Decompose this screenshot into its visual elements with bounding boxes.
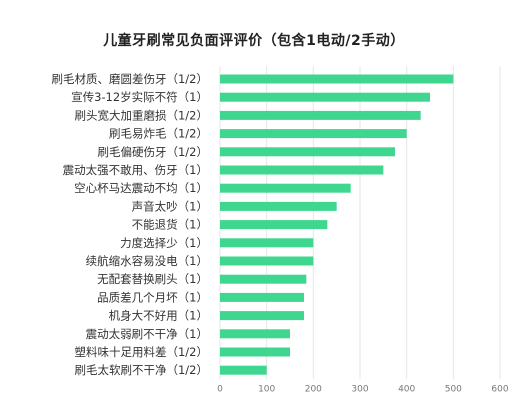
category-label: 刷毛材质、磨圆差伤牙（1/2）: [51, 72, 208, 86]
bar: [220, 165, 384, 175]
category-label: 塑料味十足用料差（1/2）: [74, 345, 208, 359]
x-tick-label: 200: [305, 384, 322, 394]
bar: [220, 238, 314, 248]
category-label: 机身大不好用（1）: [109, 309, 208, 323]
category-label: 力度选择少（1）: [120, 236, 208, 250]
category-label: 无配套替换刷头（1）: [97, 272, 208, 286]
bar: [220, 110, 421, 120]
category-label: 品质差几个月坏（1）: [97, 290, 208, 304]
bar: [220, 256, 314, 266]
bar: [220, 347, 290, 357]
bar: [220, 220, 328, 230]
category-label: 刷毛易炸毛（1/2）: [109, 127, 208, 141]
category-label: 刷毛太软刷不干净（1/2）: [74, 363, 208, 377]
bar: [220, 274, 307, 284]
category-label: 震动太弱刷不干净（1）: [86, 327, 208, 341]
x-tick-label: 600: [491, 384, 508, 394]
chart-title: 儿童牙刷常见负面评评价（包含1电动/2手动）: [103, 33, 405, 49]
bar: [220, 329, 290, 339]
x-tick-label: 300: [351, 384, 368, 394]
category-labels: 刷毛材质、磨圆差伤牙（1/2） 宣传3-12岁实际不符（1） 刷头宽大加重磨损（1/…: [51, 72, 208, 377]
x-tick-label: 400: [398, 384, 415, 394]
x-tick-label: 100: [258, 384, 275, 394]
x-tick-labels: 0 100 200 300 400 500 600: [217, 384, 508, 394]
category-label: 不能退货（1）: [132, 218, 208, 232]
x-tick-label: 500: [445, 384, 462, 394]
category-label: 刷头宽大加重磨损（1/2）: [74, 108, 208, 122]
bar: [220, 74, 454, 84]
bar: [220, 365, 267, 375]
category-label: 续航缩水容易没电（1）: [86, 254, 208, 268]
bar: [220, 201, 337, 211]
category-label: 宣传3-12岁实际不符（1）: [71, 90, 208, 104]
bar: [220, 311, 304, 321]
x-tick-label: 0: [217, 384, 223, 394]
bar: [220, 292, 304, 302]
bar: [220, 129, 407, 139]
bars: [220, 74, 454, 375]
category-label: 声音太吵（1）: [132, 199, 208, 213]
category-label: 震动太强不敢用、伤牙（1）: [63, 163, 208, 177]
bar: [220, 183, 351, 193]
category-label: 空心杯马达震动不均（1）: [74, 181, 208, 195]
category-label: 刷毛偏硬伤牙（1/2）: [97, 145, 208, 159]
bar: [220, 92, 430, 102]
bar: [220, 147, 395, 157]
